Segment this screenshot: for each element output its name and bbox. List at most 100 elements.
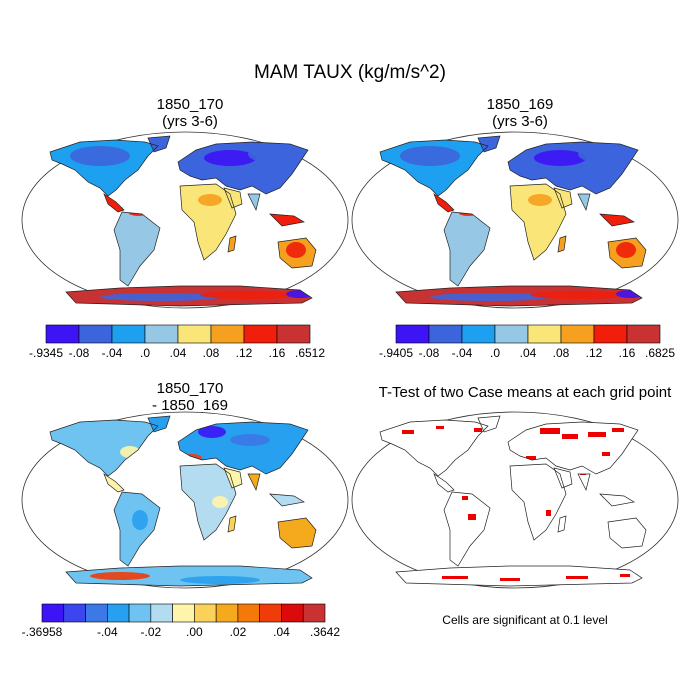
- panel-title-case1-line1: 1850_170: [156, 96, 224, 113]
- map-case2-patch: [400, 146, 460, 166]
- map-ttest-coastline-arabia: [553, 467, 573, 489]
- map-case2-coastline-madagascar: [557, 235, 567, 253]
- colorbar-case1-swatch: [111, 324, 146, 344]
- colorbar-case1-label: .04: [170, 346, 187, 360]
- map-diff-coastline-arabia: [223, 467, 243, 489]
- map-ttest-sig-cell: [436, 426, 444, 429]
- map-case1-coastline-madagascar: [227, 235, 237, 253]
- map-ttest-svg: [351, 411, 679, 589]
- colorbar-diff-svg: -.36958 -.04 -.02 .00 .02 .04 .3642: [22, 603, 340, 639]
- map-diff-coastline-australia: [277, 517, 317, 549]
- map-case2-coastline-arabia: [553, 187, 573, 209]
- colorbar-case1-label: -.9345: [29, 346, 63, 360]
- colorbar-diff-swatch: [63, 603, 86, 623]
- map-ttest-sig-cell: [526, 456, 536, 460]
- colorbar-case2-swatch: [494, 324, 529, 344]
- map-diff-coastline-madagascar: [227, 515, 237, 533]
- map-case1-coastline-australia: [277, 237, 317, 269]
- map-case1-coastline-india: [247, 193, 261, 212]
- colorbar-case1-label: -.08: [69, 346, 90, 360]
- map-ttest-coastline-antarctica: [395, 565, 643, 587]
- map-diff-coastline-greenland: [147, 415, 171, 433]
- map-case2-coastline-north-america: [379, 139, 489, 197]
- panel-title-case1: 1850_170 (yrs 3-6): [90, 96, 290, 130]
- colorbar-case1-swatch: [243, 324, 278, 344]
- colorbar-case1-swatch: [210, 324, 245, 344]
- map-diff: [20, 410, 350, 590]
- map-ttest-coastline-south-america: [443, 491, 491, 567]
- map-ttest: [350, 410, 680, 590]
- colorbar-case2-swatch: [428, 324, 463, 344]
- map-ttest-land-antarctica: [396, 566, 642, 586]
- colorbar-diff-swatch: [194, 603, 217, 623]
- colorbar-case1-label: .12: [236, 346, 253, 360]
- map-case1-patch: [200, 291, 300, 299]
- map-case2-patch: [430, 293, 550, 301]
- colorbar-diff-swatch: [128, 603, 152, 623]
- colorbar-case1-swatch: [45, 324, 80, 344]
- map-ttest-sig-cell: [500, 578, 520, 581]
- map-diff-land-north-america: [50, 420, 158, 476]
- map-ttest-land-australia: [608, 518, 646, 548]
- map-ttest-sig-cell: [562, 434, 578, 439]
- map-case1-svg: [21, 131, 349, 309]
- map-ttest-sig-cell: [546, 510, 551, 516]
- colorbar-diff-label: -.04: [97, 625, 118, 639]
- map-diff-field-patches: [90, 426, 270, 584]
- map-ttest-sig-cell: [468, 514, 476, 520]
- map-case2-coastline-eurasia: [507, 141, 639, 195]
- map-diff-coastline-indonesia: [269, 493, 305, 507]
- colorbar-case1-swatch: [78, 324, 113, 344]
- map-case1-coastline-greenland: [147, 135, 171, 153]
- panel-title-case2: 1850_169 (yrs 3-6): [420, 96, 620, 130]
- map-case1-land-south-america: [114, 212, 160, 286]
- map-case2-land-greenland: [478, 136, 500, 152]
- map-ttest-sig-cell: [442, 576, 468, 579]
- map-case1-patch: [100, 293, 220, 301]
- colorbar-diff-swatch: [41, 603, 65, 623]
- colorbar-case2-swatch: [527, 324, 562, 344]
- map-ttest-coastline-eurasia: [507, 421, 639, 475]
- map-ttest-land-africa: [510, 464, 566, 540]
- map-case1-coastline-central-america: [103, 193, 125, 213]
- colorbar-case2-svg: -.9405 -.08 -.04 .0 .04 .08 .12 .16 .6825: [379, 324, 675, 360]
- colorbar-case2-label: -.04: [452, 346, 473, 360]
- colorbar-case1-label: -.04: [102, 346, 123, 360]
- colorbar-case1-label: .6512: [295, 346, 325, 360]
- map-diff-patch: [180, 576, 260, 584]
- map-ttest-sig-cell: [540, 428, 560, 434]
- map-case1-coastline-eurasia: [177, 141, 309, 195]
- map-case1-field-patches: [70, 146, 314, 301]
- map-case1-land-central-america: [104, 194, 124, 212]
- panel-title-diff-line2: - 1850_169: [152, 397, 228, 414]
- map-case2-patch: [528, 194, 552, 206]
- map-ttest-coastline-greenland: [477, 415, 501, 433]
- colorbar-case1-swatch: [276, 324, 311, 344]
- panel-title-case1-line2: (yrs 3-6): [162, 113, 218, 130]
- colorbar-case1: -.9345 -.08 -.04 .0 .04 .08 .12 .16 .6512: [29, 324, 325, 365]
- map-case1-coastline-arabia: [223, 187, 243, 209]
- colorbar-diff-swatch: [281, 603, 304, 623]
- panel-title-case2-line2: (yrs 3-6): [492, 113, 548, 130]
- map-case2-patch: [540, 218, 560, 234]
- map-diff-coastline-eurasia: [177, 421, 309, 475]
- map-case1-patch: [198, 194, 222, 206]
- map-diff-patch: [90, 572, 150, 580]
- panel-title-ttest-line1: T-Test of two Case means at each grid po…: [378, 384, 672, 401]
- colorbar-diff-swatch: [172, 603, 195, 623]
- map-case1-coastline-indonesia: [269, 213, 305, 227]
- map-case2-svg: [351, 131, 679, 309]
- map-ttest-coastline-indonesia: [599, 493, 635, 507]
- colorbar-case2: -.9405 -.08 -.04 .0 .04 .08 .12 .16 .6825: [379, 324, 675, 365]
- map-diff-land-central-america: [104, 474, 124, 492]
- colorbar-diff-swatch: [107, 603, 130, 623]
- map-diff-land-australia: [278, 518, 316, 548]
- map-ttest-land-greenland: [478, 416, 500, 432]
- map-case2-land-south-america: [444, 212, 490, 286]
- map-case2: [350, 130, 680, 310]
- map-ttest-sig-cell: [620, 574, 630, 577]
- panel-title-diff: 1850_170 - 1850_169: [90, 380, 290, 414]
- map-case2-coastline-india: [577, 193, 591, 212]
- map-diff-coastline-north-america: [49, 419, 159, 477]
- map-diff-coastline-central-america: [103, 473, 125, 493]
